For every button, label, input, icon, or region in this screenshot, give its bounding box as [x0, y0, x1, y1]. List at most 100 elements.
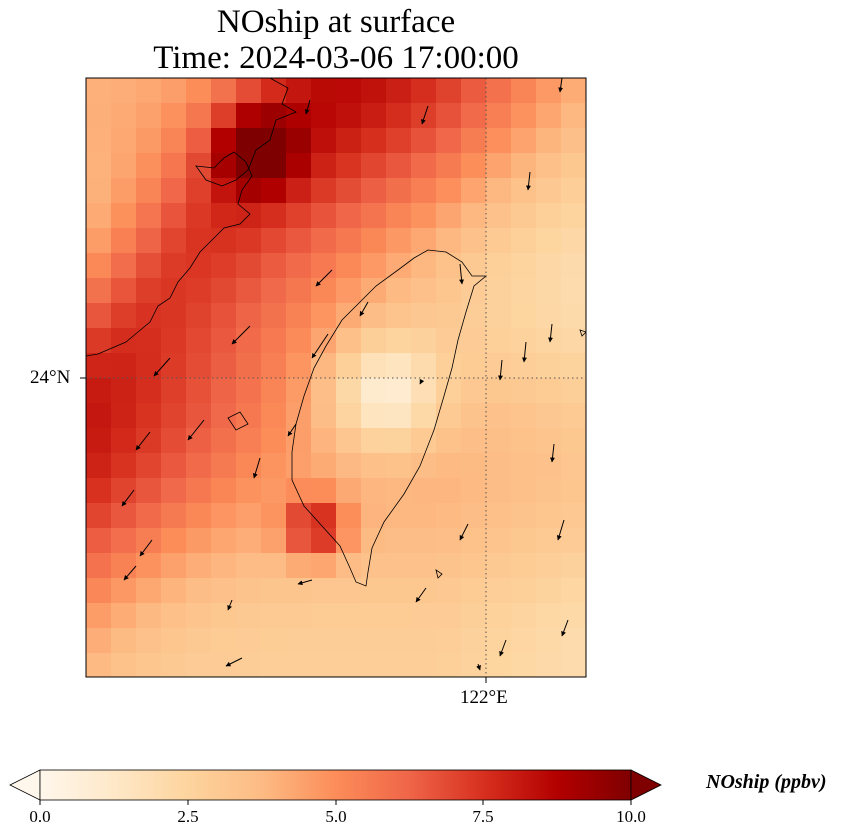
field-cell: [361, 478, 387, 504]
wind-arrow: [121, 489, 135, 507]
field-cell: [236, 603, 262, 629]
wind-arrow: [225, 657, 243, 667]
field-cell: [486, 103, 512, 129]
field-cell: [411, 253, 437, 279]
coastline: [86, 78, 586, 587]
field-cell: [561, 453, 586, 479]
field-cell: [236, 228, 262, 254]
field-cell: [436, 478, 462, 504]
gridlines: [86, 78, 586, 677]
field-cell: [536, 453, 562, 479]
field-cell: [161, 253, 187, 279]
field-cell: [286, 378, 312, 404]
field-cell: [336, 578, 362, 604]
field-cell: [161, 628, 187, 654]
colorbar-tick-label: 10.0: [616, 807, 646, 826]
field-cell: [86, 653, 112, 677]
field-cell: [86, 553, 112, 579]
field-cell: [561, 153, 586, 179]
field-cell: [161, 553, 187, 579]
field-cell: [486, 578, 512, 604]
field-cell: [86, 403, 112, 429]
field-cell: [261, 453, 287, 479]
field-cell: [436, 203, 462, 229]
field-cell: [286, 128, 312, 154]
field-cell: [211, 453, 237, 479]
field-cell: [111, 203, 137, 229]
field-cell: [411, 128, 437, 154]
field-cell: [561, 628, 586, 654]
field-cell: [261, 303, 287, 329]
field-cell: [511, 253, 537, 279]
field-cell: [561, 653, 586, 677]
wind-arrow: [297, 579, 313, 586]
field-cell: [536, 628, 562, 654]
field-cell: [261, 103, 287, 129]
field-cell: [511, 478, 537, 504]
field-cell: [161, 228, 187, 254]
field-cell: [211, 378, 237, 404]
field-cell: [86, 578, 112, 604]
field-cell: [411, 528, 437, 554]
field-cell: [236, 428, 262, 454]
field-cell: [86, 78, 112, 104]
field-cell: [536, 178, 562, 204]
field-cell: [436, 328, 462, 354]
field-cell: [361, 203, 387, 229]
field-cell: [186, 553, 212, 579]
field-cell: [436, 603, 462, 629]
field-cell: [211, 128, 237, 154]
field-cell: [486, 78, 512, 104]
field-cell: [561, 228, 586, 254]
field-cell: [311, 478, 337, 504]
wind-arrow: [359, 301, 369, 317]
field-cell: [486, 378, 512, 404]
colorbar-tick-label: 5.0: [325, 807, 347, 826]
field-cell: [336, 303, 362, 329]
field-cell: [436, 453, 462, 479]
field-cell: [386, 103, 412, 129]
field-cell: [461, 278, 487, 304]
field-cell: [186, 603, 212, 629]
field-cell: [461, 203, 487, 229]
field-cell: [386, 503, 412, 529]
wind-arrow: [139, 539, 153, 557]
wind-arrow: [315, 269, 333, 287]
field-cell: [111, 478, 137, 504]
field-cell: [86, 378, 112, 404]
field-cell: [311, 503, 337, 529]
field-cell: [386, 528, 412, 554]
field-cell: [161, 128, 187, 154]
wind-arrow: [415, 587, 427, 603]
field-cell: [561, 278, 586, 304]
field-cell: [236, 553, 262, 579]
field-cell: [336, 278, 362, 304]
field-cell: [486, 303, 512, 329]
field-cell: [86, 203, 112, 229]
field-cell: [211, 478, 237, 504]
field-cell: [386, 128, 412, 154]
field-cell: [561, 603, 586, 629]
field-cell: [386, 653, 412, 677]
field-cell: [311, 453, 337, 479]
field-cell: [286, 153, 312, 179]
field-cell: [486, 428, 512, 454]
field-cell: [336, 103, 362, 129]
field-cell: [211, 253, 237, 279]
wind-arrow: [497, 359, 503, 381]
field-cell: [86, 228, 112, 254]
field-cell: [261, 428, 287, 454]
field-cell: [486, 453, 512, 479]
field-cell: [286, 278, 312, 304]
field-cell: [511, 353, 537, 379]
field-cell: [161, 528, 187, 554]
field-cell: [311, 653, 337, 677]
field-cell: [186, 253, 212, 279]
field-cell: [486, 153, 512, 179]
field-cell: [561, 253, 586, 279]
field-cell: [286, 478, 312, 504]
field-cell: [561, 103, 586, 129]
field-cell: [461, 78, 487, 104]
field-cell: [186, 303, 212, 329]
field-cell: [486, 478, 512, 504]
